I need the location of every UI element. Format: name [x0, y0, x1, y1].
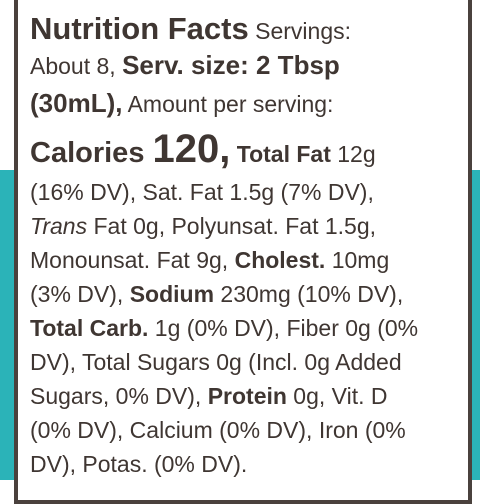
label-line: About 8, Serv. size: 2 Tbsp — [30, 50, 340, 81]
text: 230mg (10% DV), — [214, 281, 404, 307]
calories-label: Calories — [30, 137, 153, 169]
text: Fat 0g, Polyunsat. Fat 1.5g, — [87, 213, 377, 239]
bold-text: (30mL), — [30, 88, 123, 118]
label-line: (0% DV), Calcium (0% DV), Iron (0% — [30, 415, 406, 445]
label-line: Nutrition Facts Servings: — [30, 11, 351, 46]
label-line: DV), Potas. (0% DV). — [30, 449, 247, 479]
text: Amount per serving: — [122, 91, 334, 117]
bold-text: Serv. size: 2 Tbsp — [122, 50, 340, 80]
bold-text: Cholest. — [234, 247, 326, 273]
label-line: Total Carb. 1g (0% DV), Fiber 0g (0% — [30, 313, 418, 343]
heading: Nutrition Facts — [30, 11, 249, 46]
text: (16% DV), Sat. Fat 1.5g (7% DV), — [30, 179, 374, 205]
text: About 8, — [30, 53, 123, 79]
text: 12g — [330, 141, 376, 167]
label-line: Trans Fat 0g, Polyunsat. Fat 1.5g, — [30, 211, 376, 241]
teal-strip — [0, 170, 16, 480]
text: (0% DV), Calcium (0% DV), Iron (0% — [30, 417, 406, 443]
label-line: (16% DV), Sat. Fat 1.5g (7% DV), — [30, 177, 374, 207]
text: DV), Potas. (0% DV). — [30, 451, 248, 477]
label-line: Calories 120, Total Fat 12g — [30, 129, 376, 169]
text: (3% DV), — [30, 281, 130, 307]
text: Sugars, 0% DV), — [30, 383, 208, 409]
bold-text: Sodium — [129, 281, 215, 307]
calories-value: 120, — [152, 127, 231, 171]
italic-text: Trans — [30, 213, 88, 239]
label-line: (30mL), Amount per serving: — [30, 88, 333, 119]
text: Servings: — [248, 18, 351, 44]
label-line: DV), Total Sugars 0g (Incl. 0g Added — [30, 347, 402, 377]
label-line: Monounsat. Fat 9g, Cholest. 10mg — [30, 245, 389, 275]
bold-text: Total Fat — [230, 141, 331, 167]
text: 10mg — [325, 247, 390, 273]
text: Monounsat. Fat 9g, — [30, 247, 235, 273]
text: 0g, Vit. D — [286, 383, 388, 409]
text: DV), Total Sugars 0g (Incl. 0g Added — [30, 349, 402, 375]
label-line: (3% DV), Sodium 230mg (10% DV), — [30, 279, 403, 309]
label-panel — [14, 0, 472, 504]
bold-text: Protein — [207, 383, 287, 409]
text: 1g (0% DV), Fiber 0g (0% — [148, 315, 419, 341]
label-line: Sugars, 0% DV), Protein 0g, Vit. D — [30, 381, 388, 411]
bold-text: Total Carb. — [30, 315, 149, 341]
